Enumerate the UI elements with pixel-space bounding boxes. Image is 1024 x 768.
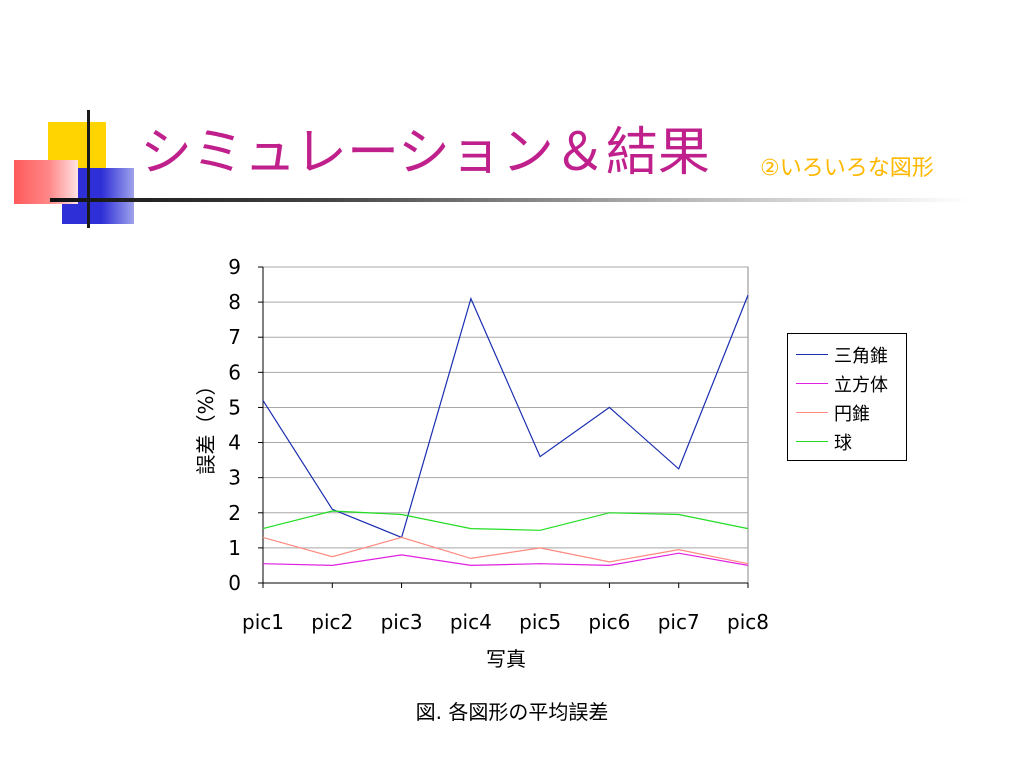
- slide-subtitle: ②いろいろな図形: [760, 156, 934, 181]
- legend-swatch-1: [796, 383, 828, 384]
- legend-item-3: 球: [796, 427, 906, 456]
- series-line-1: [262, 552, 749, 567]
- x-tick-label: pic3: [381, 610, 423, 634]
- x-tick-label: pic8: [727, 610, 769, 634]
- series-line-3: [262, 510, 749, 531]
- y-tick-label: 6: [228, 360, 241, 384]
- y-tick-label: 0: [228, 571, 241, 595]
- y-tick-labels: 0 1 2 3 4 5 6 7 8 9: [228, 255, 241, 595]
- axes: [258, 266, 749, 588]
- series-line-0: [262, 294, 749, 539]
- legend-item-1: 立方体: [796, 369, 906, 398]
- y-tick-label: 7: [228, 325, 241, 349]
- legend-swatch-0: [796, 354, 828, 355]
- legend-label-0: 三角錐: [834, 345, 888, 367]
- decor-vertical-line: [87, 110, 90, 228]
- y-tick-label: 4: [228, 431, 241, 455]
- legend-swatch-3: [796, 441, 828, 442]
- x-tick-label: pic2: [311, 610, 353, 634]
- series-lines: [262, 294, 749, 567]
- series-line-2: [262, 536, 749, 565]
- y-tick-label: 5: [228, 395, 241, 419]
- x-tick-label: pic1: [242, 610, 284, 634]
- x-tick-label: pic6: [588, 610, 630, 634]
- y-tick-label: 2: [228, 501, 241, 525]
- x-tick-label: pic5: [519, 610, 561, 634]
- legend-item-0: 三角錐: [796, 340, 906, 369]
- legend-label-1: 立方体: [834, 374, 888, 396]
- x-tick-labels: pic1 pic2 pic3 pic4 pic5 pic6 pic7 pic8: [242, 610, 769, 634]
- legend-label-3: 球: [834, 432, 852, 454]
- y-tick-label: 9: [228, 255, 241, 279]
- gridlines: [263, 266, 748, 549]
- legend-item-2: 円錐: [796, 398, 906, 427]
- slide-title: シミュレーション＆結果: [140, 123, 710, 183]
- chart-legend: 三角錐 立方体 円錐 球: [787, 333, 907, 461]
- y-tick-label: 8: [228, 290, 241, 314]
- x-tick-label: pic4: [450, 610, 492, 634]
- x-axis-label: 写真: [486, 647, 526, 671]
- decor-red-square: [14, 160, 78, 204]
- x-tick-label: pic7: [658, 610, 700, 634]
- y-tick-label: 3: [228, 466, 241, 490]
- y-axis-label: 誤差（%）: [194, 375, 218, 474]
- figure-caption: 図. 各図形の平均誤差: [415, 700, 609, 724]
- legend-swatch-2: [796, 412, 828, 413]
- title-underline: [50, 198, 970, 202]
- legend-label-2: 円錐: [834, 403, 870, 425]
- plot-area: [262, 266, 749, 584]
- y-tick-label: 1: [228, 536, 241, 560]
